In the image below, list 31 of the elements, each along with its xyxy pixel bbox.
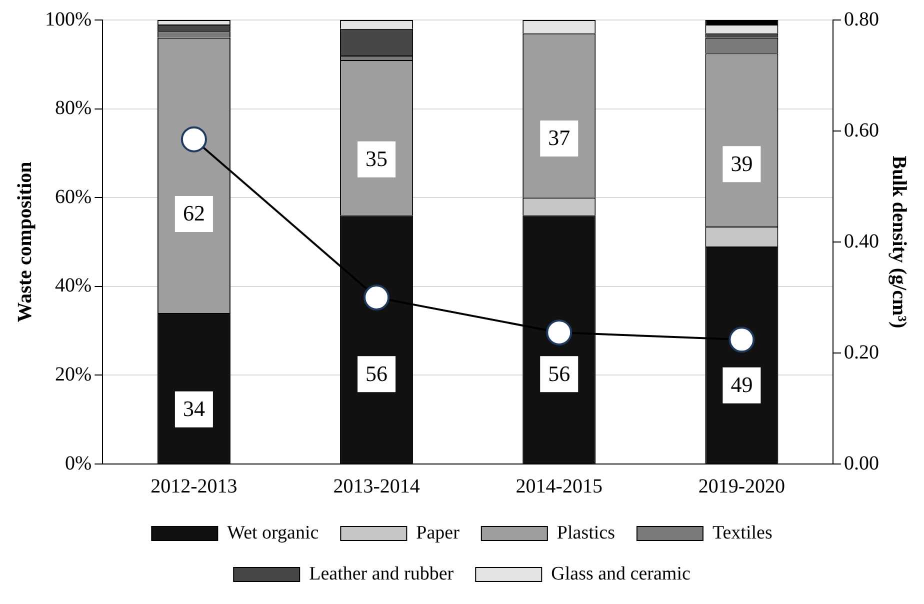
y-tick-label: 20%: [54, 363, 92, 386]
data-label: 35: [366, 146, 388, 172]
data-label: 62: [182, 200, 205, 226]
legend-label: Paper: [416, 522, 460, 544]
x-tick-label: 2019-2020: [698, 475, 786, 498]
y2-axis-title: Bulk density (g/cm³): [888, 156, 910, 328]
legend-label: Wet organic: [227, 522, 319, 544]
y-tick-label: 60%: [54, 186, 92, 208]
x-tick-label: 2013-2014: [333, 475, 420, 498]
data-label: 56: [548, 360, 570, 386]
data-label: 34: [182, 396, 205, 422]
y2-tick-label: 0.80: [844, 8, 879, 30]
legend-label: Glass and ceramic: [551, 563, 690, 584]
data-label: 49: [730, 372, 753, 398]
y2-tick-label: 0.00: [844, 452, 879, 474]
x-tick-label: 2014-2015: [516, 475, 602, 498]
x-tick-label: 2012-2013: [150, 475, 238, 498]
y2-tick-label: 0.20: [844, 341, 879, 364]
y-tick-label: 100%: [44, 8, 92, 30]
y2-tick-label: 0.40: [844, 230, 879, 252]
y-tick-label: 80%: [54, 97, 92, 120]
legend-label: Textiles: [712, 522, 772, 544]
y-tick-label: 0%: [64, 452, 92, 474]
legend-label: Leather and rubber: [309, 563, 454, 584]
data-label: 39: [730, 150, 753, 176]
y-axis-title: Waste composition: [14, 162, 36, 322]
data-label: 56: [366, 360, 388, 386]
y2-tick-label: 0.60: [844, 119, 879, 142]
legend-label: Plastics: [556, 522, 615, 544]
data-label: 37: [548, 125, 570, 150]
y-tick-label: 40%: [54, 274, 92, 297]
